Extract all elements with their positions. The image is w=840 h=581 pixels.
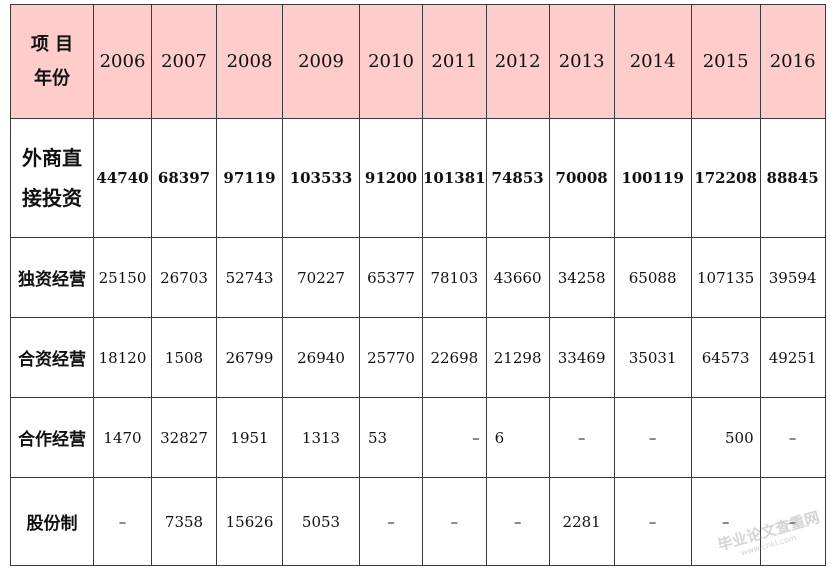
table-row-wholly-owned: 独资经营 25150 26703 52743 70227 65377 78103… — [10, 237, 826, 318]
table-cell: – — [359, 477, 423, 566]
row-label-fdi-total: 外商直 接投资 — [10, 118, 94, 238]
fdi-table: 项 目 年份 2006 2007 2008 2009 2010 2011 201… — [10, 4, 826, 566]
table-cell: 78103 — [422, 237, 487, 318]
year-header-2015: 2015 — [690, 4, 761, 119]
row-label-joint-stock: 股份制 — [10, 477, 94, 566]
table-cell: 33469 — [548, 317, 615, 398]
table-cell: 1470 — [93, 397, 152, 478]
table-cell: 39594 — [759, 237, 826, 318]
year-header-2012: 2012 — [485, 4, 550, 119]
year-header-2014: 2014 — [613, 4, 692, 119]
corner-label-year: 年份 — [34, 67, 70, 89]
table-cell: 34258 — [548, 237, 615, 318]
year-header-2013: 2013 — [548, 4, 615, 119]
table-cell: 1508 — [151, 317, 217, 398]
table-cell: 70008 — [548, 118, 615, 238]
table-cell: 43660 — [485, 237, 550, 318]
table-cell: 15626 — [216, 477, 283, 566]
table-cell: 91200 — [359, 118, 423, 238]
table-cell: – — [759, 397, 826, 478]
table-cell: 22698 — [422, 317, 487, 398]
table-cell: 500 — [690, 397, 761, 478]
table-cell: 49251 — [759, 317, 826, 398]
table-cell: – — [93, 477, 152, 566]
table-cell: 26799 — [216, 317, 283, 398]
table-cell: 2281 — [548, 477, 615, 566]
row-label-wholly-owned: 独资经营 — [10, 237, 94, 318]
row-label-line: 外商直 — [22, 146, 82, 170]
table-cell: 26703 — [151, 237, 217, 318]
year-header-2016: 2016 — [759, 4, 826, 119]
table-cell: 52743 — [216, 237, 283, 318]
table-row-joint-stock: 股份制 – 7358 15626 5053 – – – 2281 – – – — [10, 477, 826, 566]
table-cell: 65088 — [613, 237, 692, 318]
table-cell: 172208 — [690, 118, 761, 238]
table-row-joint-venture: 合资经营 18120 1508 26799 26940 25770 22698 … — [10, 317, 826, 398]
table-cell: 65377 — [359, 237, 423, 318]
table-row-fdi-total: 外商直 接投资 44740 68397 97119 103533 91200 1… — [10, 118, 826, 238]
table-cell: – — [548, 397, 615, 478]
table-cell: – — [613, 397, 692, 478]
corner-label-item: 项 目 — [30, 33, 74, 55]
year-header-2009: 2009 — [282, 4, 360, 119]
table-cell: – — [690, 477, 761, 566]
year-header-2008: 2008 — [216, 4, 283, 119]
year-header-2007: 2007 — [151, 4, 217, 119]
year-header-2006: 2006 — [93, 4, 152, 119]
table-cell: 100119 — [613, 118, 692, 238]
table-cell: – — [759, 477, 826, 566]
table-cell: 25150 — [93, 237, 152, 318]
table-cell: – — [485, 477, 550, 566]
table-cell: 21298 — [485, 317, 550, 398]
table-cell: 74853 — [485, 118, 550, 238]
table-cell: 26940 — [282, 317, 360, 398]
header-row: 项 目 年份 2006 2007 2008 2009 2010 2011 201… — [10, 4, 826, 119]
row-label-cooperative: 合作经营 — [10, 397, 94, 478]
table-cell: 103533 — [282, 118, 360, 238]
table-cell: – — [422, 477, 487, 566]
table-cell: 101381 — [422, 118, 487, 238]
table-cell: – — [422, 397, 487, 478]
table-cell: 1951 — [216, 397, 283, 478]
year-header-2011: 2011 — [422, 4, 487, 119]
table-cell: 35031 — [613, 317, 692, 398]
table-cell: 5053 — [282, 477, 360, 566]
table-cell: 32827 — [151, 397, 217, 478]
table-row-cooperative: 合作经营 1470 32827 1951 1313 53 – 6 – – 500… — [10, 397, 826, 478]
table-cell: 18120 — [93, 317, 152, 398]
table-cell: 44740 — [93, 118, 152, 238]
table-cell: 25770 — [359, 317, 423, 398]
table-cell: 97119 — [216, 118, 283, 238]
table-cell: – — [613, 477, 692, 566]
table-cell: 70227 — [282, 237, 360, 318]
table-cell: 53 — [359, 397, 423, 478]
row-label-line: 接投资 — [22, 186, 82, 210]
table-cell: 64573 — [690, 317, 761, 398]
table-cell: 107135 — [690, 237, 761, 318]
table-cell: 68397 — [151, 118, 217, 238]
table-cell: 7358 — [151, 477, 217, 566]
table-cell: 6 — [485, 397, 550, 478]
year-header-2010: 2010 — [359, 4, 423, 119]
table-cell: 1313 — [282, 397, 360, 478]
table-cell: 88845 — [759, 118, 826, 238]
row-label-joint-venture: 合资经营 — [10, 317, 94, 398]
corner-header-cell: 项 目 年份 — [10, 4, 94, 119]
